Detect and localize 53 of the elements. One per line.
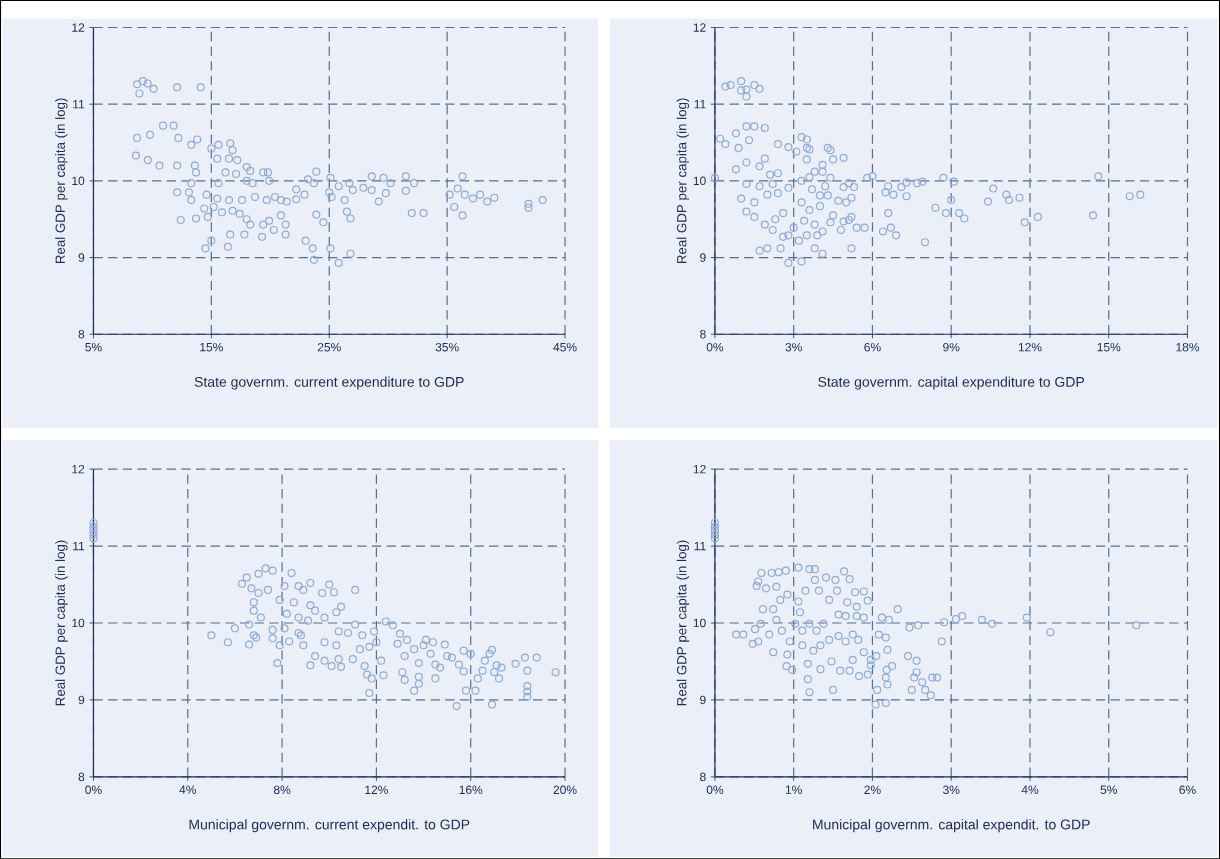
x-tick-label: 20% — [553, 785, 577, 794]
y-tick-label: 10 — [72, 618, 85, 628]
x-tick-label: 15% — [1097, 342, 1121, 352]
y-axis-title: Real GDP per capita (in log) — [55, 98, 68, 263]
x-tick-label: 2% — [864, 785, 881, 794]
x-tick-label: 0% — [85, 785, 102, 794]
x-tick-label: 3% — [785, 342, 802, 352]
y-tick-label: 10 — [72, 176, 85, 185]
x-tick-label: 25% — [317, 342, 341, 352]
x-axis-title: Municipal governm. current expendit. to GDP — [189, 819, 470, 833]
x-axis-title: State governm. current expenditure to GDP — [194, 376, 464, 390]
y-tick-label: 9 — [700, 253, 706, 262]
y-tick-label: 9 — [78, 695, 85, 705]
x-tick-label: 3% — [943, 785, 960, 794]
y-axis-title: Real GDP per capita (in log) — [55, 540, 68, 706]
x-tick-label: 35% — [435, 342, 459, 352]
y-tick-label: 8 — [78, 329, 85, 339]
x-tick-label: 12% — [1018, 342, 1042, 352]
x-tick-label: 6% — [1179, 785, 1196, 794]
x-tick-label: 5% — [1100, 785, 1117, 794]
x-tick-label: 16% — [459, 785, 483, 794]
y-tick-label: 9 — [700, 695, 706, 705]
y-tick-label: 11 — [694, 99, 706, 109]
x-tick-label: 5% — [85, 342, 102, 352]
x-tick-label: 12% — [365, 785, 388, 794]
y-tick-label: 10 — [693, 176, 706, 185]
x-tick-label: 9% — [943, 342, 960, 352]
x-tick-label: 15% — [200, 342, 223, 352]
x-tick-label: 8% — [273, 785, 291, 794]
x-tick-label: 4% — [179, 785, 197, 794]
y-tick-label: 11 — [694, 541, 706, 551]
y-tick-label: 11 — [73, 541, 85, 551]
y-tick-label: 10 — [693, 618, 706, 628]
x-tick-label: 6% — [864, 342, 881, 352]
y-tick-label: 12 — [693, 23, 706, 32]
y-tick-label: 12 — [693, 464, 706, 474]
x-axis-title: State governm. capital expenditure to GDP — [818, 376, 1085, 390]
y-tick-label: 8 — [700, 772, 706, 781]
y-tick-label: 12 — [72, 464, 85, 474]
y-tick-label: 9 — [78, 253, 85, 262]
y-axis-title: Real GDP per capita (in log) — [676, 98, 690, 263]
y-tick-label: 12 — [72, 23, 85, 32]
x-tick-label: 4% — [1021, 785, 1039, 794]
x-tick-label: 0% — [706, 785, 724, 794]
x-tick-label: 18% — [1176, 342, 1200, 352]
y-tick-label: 11 — [73, 99, 85, 109]
x-tick-label: 1% — [785, 785, 802, 794]
x-tick-label: 0% — [706, 342, 724, 352]
x-tick-label: 45% — [553, 342, 577, 352]
x-axis-title: Municipal governm. capital expendit. to GDP — [813, 819, 1090, 833]
y-axis-title: Real GDP per capita (in log) — [676, 540, 690, 706]
y-tick-label: 8 — [78, 772, 85, 781]
y-tick-label: 8 — [700, 329, 706, 339]
